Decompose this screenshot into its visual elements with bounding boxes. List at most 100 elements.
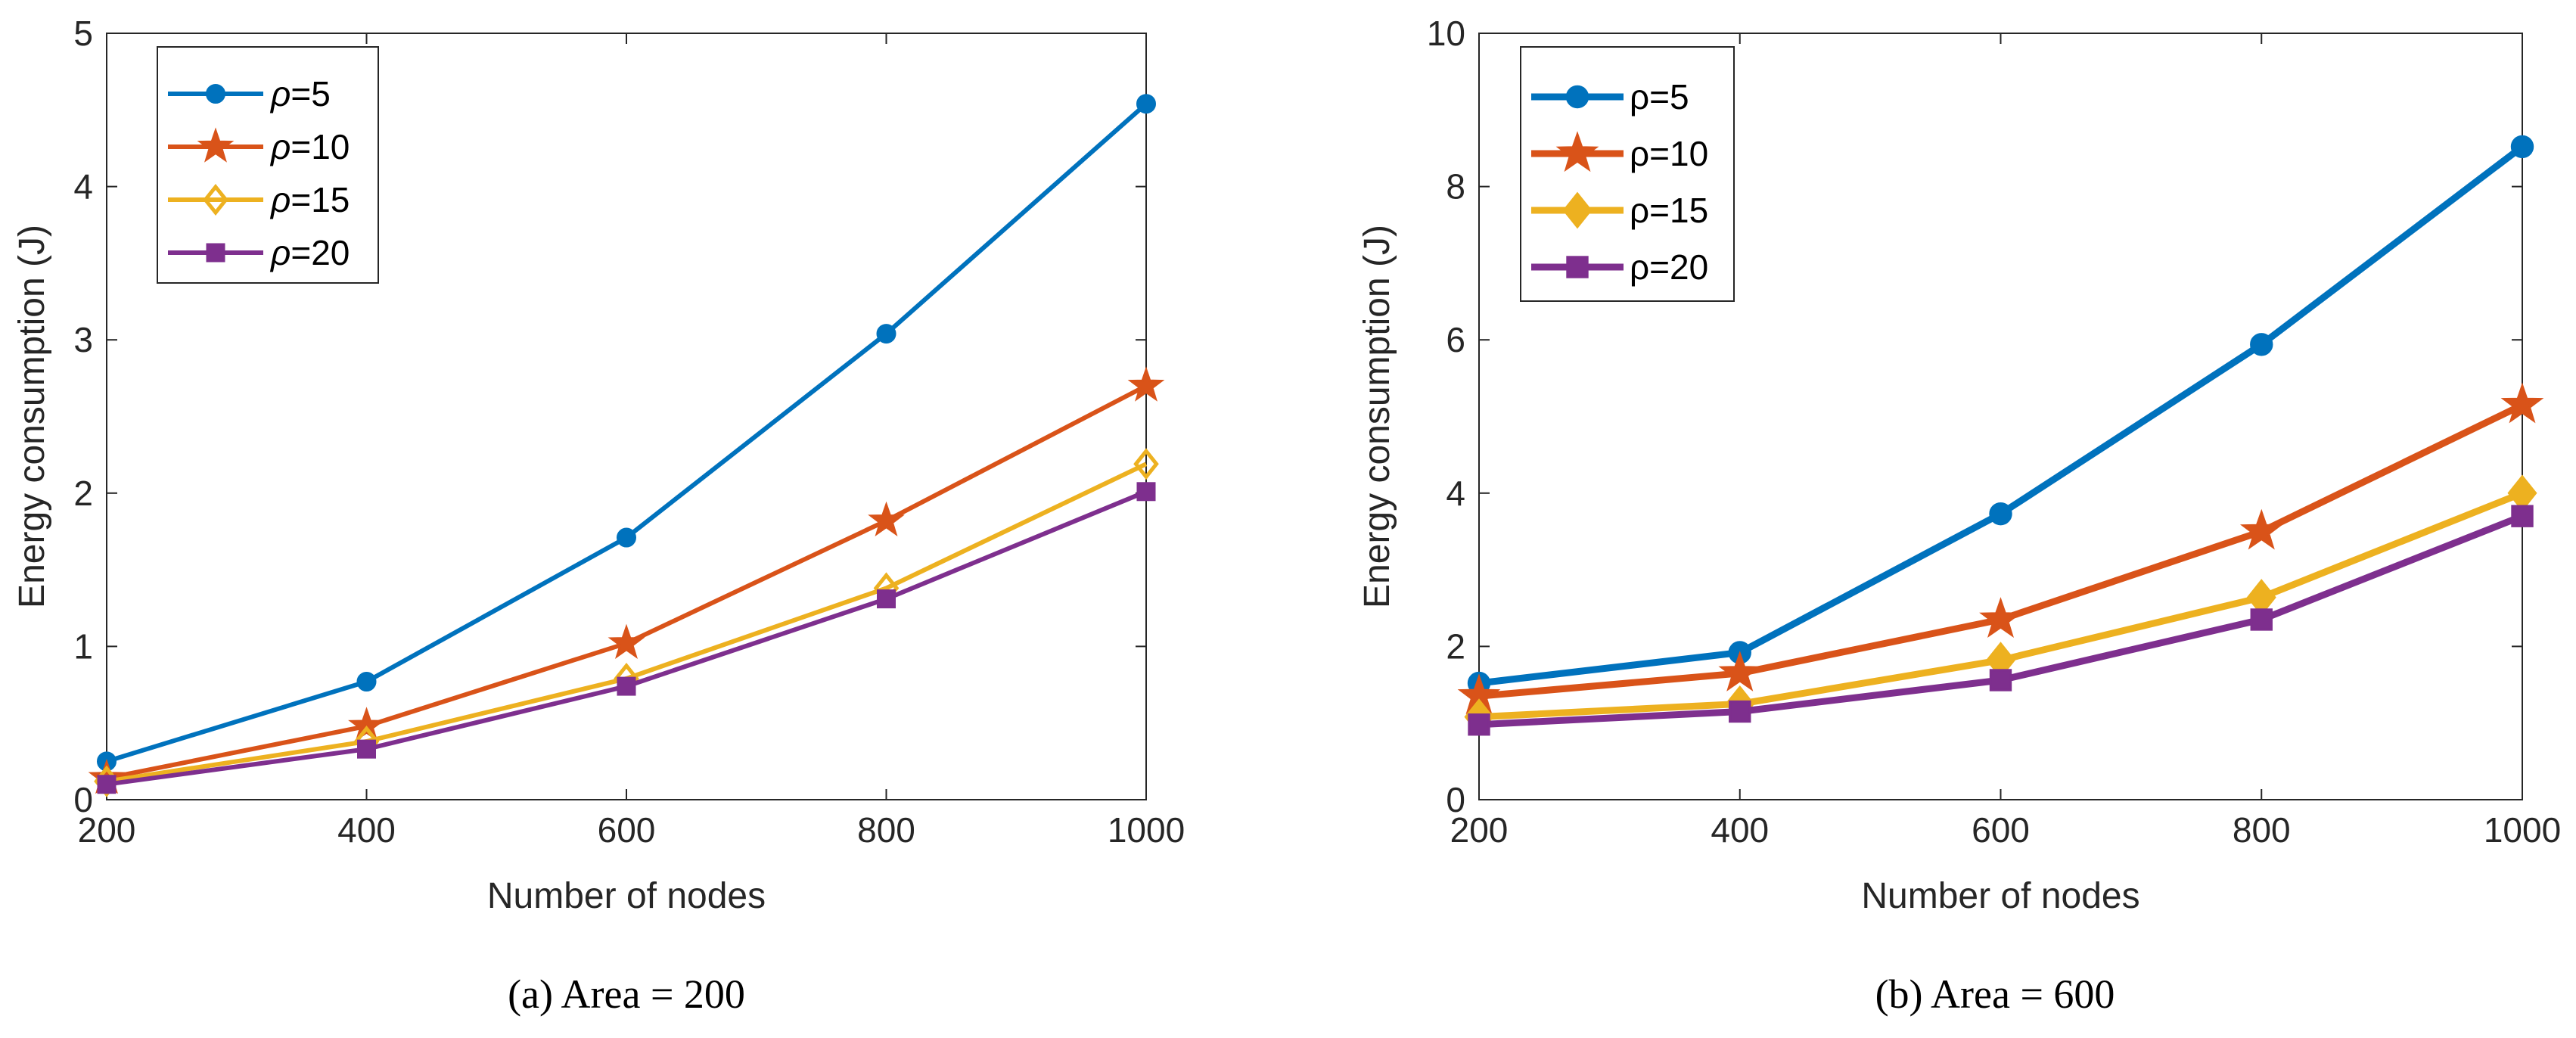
y-tick-label: 4 <box>73 167 93 207</box>
caption: (b) Area = 600 <box>1875 971 2115 1017</box>
data-point <box>1729 700 1751 723</box>
legend-symbol: ρ <box>269 74 291 113</box>
x-tick-label: 800 <box>2233 810 2291 850</box>
series-line <box>106 384 1148 781</box>
chart-a: 200 400 600 800 1000 0 1 2 3 4 5 Number of nodes Ene… <box>12 14 1185 1017</box>
legend-entry: ρ=15 <box>1531 191 1708 230</box>
legend: ρ=5ρ=10ρ=15ρ=20 <box>157 46 379 284</box>
legend-symbol: ρ <box>269 233 291 272</box>
data-point <box>876 324 896 344</box>
legend-symbol: ρ <box>269 127 291 166</box>
data-point <box>1133 448 1159 480</box>
data-point <box>348 707 385 742</box>
data-point <box>2250 333 2273 356</box>
legend-box <box>1520 46 1735 302</box>
data-point <box>1718 651 1762 691</box>
legend-value: =5 <box>291 74 330 113</box>
series-star <box>88 366 1165 794</box>
y-tick-label: 3 <box>73 320 93 359</box>
x-tick-label: 1000 <box>2484 810 2561 850</box>
data-point <box>607 623 645 659</box>
data-point <box>2507 474 2537 512</box>
legend-value: =20 <box>291 233 350 272</box>
y-tick-label: 0 <box>73 780 93 819</box>
chart-b: 200 400 600 800 1000 0 2 4 6 8 10 Number of nodes En… <box>1357 14 2561 1017</box>
legend-value: =10 <box>291 127 350 166</box>
data-point <box>1989 669 2012 691</box>
legend-label: ρ=20 <box>1630 247 1708 287</box>
series-line <box>106 462 1148 784</box>
data-point <box>617 676 636 696</box>
legend-label: ρ=15 <box>1630 191 1708 230</box>
y-tick-label: 4 <box>1446 474 1465 513</box>
legend-label: ρ=10 <box>269 127 350 166</box>
y-tick-label: 2 <box>73 474 93 513</box>
legend-label: ρ=10 <box>1630 134 1708 173</box>
y-tick-label: 2 <box>1446 626 1465 666</box>
legend-entry: ρ=10 <box>1531 131 1708 173</box>
series-circle <box>1467 135 2534 695</box>
data-point <box>1468 713 1490 736</box>
data-point <box>1127 366 1165 402</box>
data-point <box>877 589 896 609</box>
legend-value: =5 <box>1649 77 1689 117</box>
legend-entry: ρ=20 <box>1531 247 1708 287</box>
x-tick-label: 200 <box>1450 810 1509 850</box>
legend-entry: ρ=5 <box>1531 77 1689 117</box>
legend-marker <box>197 127 235 163</box>
legend-symbol: ρ <box>1630 77 1649 117</box>
data-point <box>1989 502 2012 526</box>
y-tick-label: 10 <box>1427 14 1465 53</box>
y-axis-label: Energy consumption (J) <box>12 225 52 608</box>
data-point <box>868 501 905 536</box>
series-diamond <box>94 448 1159 797</box>
series-square <box>97 482 1156 794</box>
legend-entry: ρ=10 <box>168 127 350 166</box>
legend-marker <box>1555 131 1599 172</box>
legend-entry: ρ=15 <box>168 180 350 219</box>
data-point <box>2239 508 2283 550</box>
data-point <box>1979 597 2022 638</box>
x-tick-label: 1000 <box>1108 810 1185 850</box>
legend-entry: ρ=5 <box>168 74 331 113</box>
legend-label: ρ=15 <box>269 180 350 219</box>
data-point <box>2511 505 2534 527</box>
legend-symbol: ρ <box>1630 247 1649 287</box>
data-point <box>1136 94 1156 114</box>
y-axis-label: Energy consumption (J) <box>1357 225 1397 608</box>
legend-symbol: ρ <box>269 180 291 219</box>
legend-symbol: ρ <box>1630 191 1649 230</box>
x-tick-label: 600 <box>598 810 656 850</box>
x-tick-label: 800 <box>857 810 915 850</box>
y-tick-label: 1 <box>73 626 93 666</box>
legend-label: ρ=20 <box>269 233 350 272</box>
legend: ρ=5ρ=10ρ=15ρ=20 <box>1520 46 1735 302</box>
data-point <box>1136 482 1156 502</box>
legend-value: =15 <box>291 180 350 219</box>
x-axis-label: Number of nodes <box>1861 876 2139 916</box>
legend-label: ρ=5 <box>269 74 331 113</box>
legend-marker <box>206 84 225 104</box>
legend-marker <box>1565 85 1589 109</box>
legend-symbol: ρ <box>1630 134 1649 173</box>
legend-marker <box>1562 191 1593 229</box>
legend-value: =20 <box>1649 247 1708 287</box>
x-tick-label: 200 <box>78 810 136 850</box>
data-point <box>2246 579 2276 616</box>
legend-value: =15 <box>1649 191 1708 230</box>
x-axis-label: Number of nodes <box>487 876 766 916</box>
y-tick-label: 8 <box>1446 167 1465 207</box>
x-tick-label: 600 <box>1972 810 2030 850</box>
legend-value: =10 <box>1649 134 1708 173</box>
data-point <box>2250 608 2273 631</box>
legend-marker <box>206 243 225 263</box>
y-tick-label: 5 <box>73 14 93 53</box>
data-point <box>356 671 377 691</box>
y-tick-label: 6 <box>1446 320 1465 359</box>
data-point <box>97 775 117 794</box>
data-point <box>617 527 636 548</box>
series-square <box>1468 505 2534 736</box>
series-star <box>1457 382 2544 715</box>
legend-box <box>157 46 379 284</box>
